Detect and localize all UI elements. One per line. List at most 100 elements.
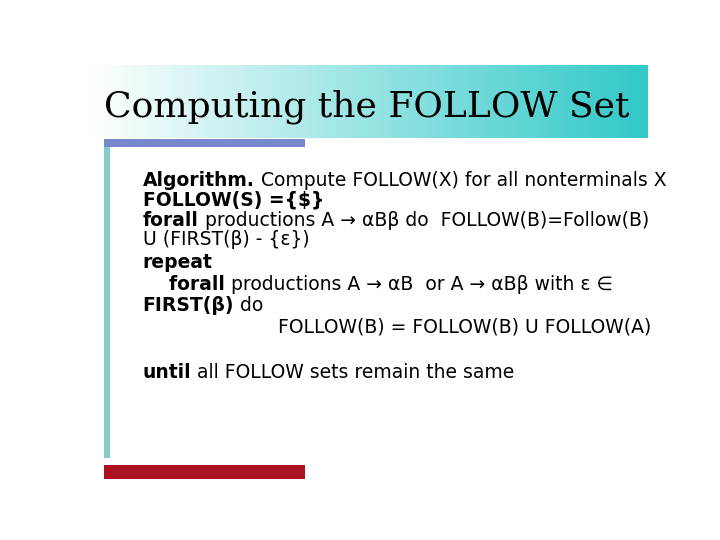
Bar — [140, 65, 144, 138]
Bar — [115, 65, 119, 138]
Bar — [285, 65, 289, 138]
Text: Algorithm.: Algorithm. — [143, 171, 255, 190]
Bar — [151, 65, 155, 138]
Bar — [383, 65, 387, 138]
Bar — [168, 65, 171, 138]
Bar — [221, 65, 225, 138]
Text: do: do — [234, 295, 264, 314]
Bar — [148, 65, 152, 138]
Text: Compute FOLLOW(X) for all nonterminals X: Compute FOLLOW(X) for all nonterminals X — [255, 171, 666, 190]
Bar — [166, 65, 169, 138]
Bar — [615, 65, 618, 138]
Bar — [145, 65, 149, 138]
Bar — [319, 65, 323, 138]
Bar — [453, 65, 456, 138]
Bar — [598, 65, 601, 138]
Bar — [107, 65, 110, 138]
Bar — [520, 65, 523, 138]
Bar — [419, 65, 423, 138]
Bar — [461, 65, 464, 138]
Bar — [243, 65, 247, 138]
Bar — [392, 65, 395, 138]
Bar — [553, 65, 557, 138]
Bar — [207, 65, 211, 138]
Text: forall: forall — [143, 275, 225, 294]
Bar — [600, 65, 604, 138]
Bar — [508, 65, 512, 138]
Text: productions A → αBβ do  FOLLOW(B)=Follow(B): productions A → αBβ do FOLLOW(B)=Follow(… — [199, 211, 649, 230]
Bar — [230, 65, 233, 138]
Bar — [612, 65, 616, 138]
Bar — [433, 65, 437, 138]
Bar — [104, 465, 305, 479]
Bar — [456, 65, 459, 138]
Bar — [291, 65, 294, 138]
Bar — [190, 65, 194, 138]
Bar — [358, 65, 361, 138]
Bar — [570, 65, 573, 138]
Bar — [505, 65, 509, 138]
Bar — [469, 65, 473, 138]
Bar — [564, 65, 568, 138]
Bar — [330, 65, 333, 138]
Bar — [623, 65, 626, 138]
Bar — [297, 65, 300, 138]
Bar — [204, 65, 208, 138]
Bar — [486, 65, 490, 138]
Bar — [302, 65, 305, 138]
Bar — [572, 65, 576, 138]
Bar — [405, 65, 409, 138]
Bar — [269, 65, 272, 138]
Bar — [511, 65, 515, 138]
Bar — [394, 65, 397, 138]
Bar — [327, 65, 330, 138]
Bar — [349, 65, 353, 138]
Text: FIRST(β): FIRST(β) — [143, 295, 234, 314]
Bar — [380, 65, 384, 138]
Bar — [233, 65, 236, 138]
Bar — [109, 65, 113, 138]
Bar — [240, 65, 244, 138]
Bar — [593, 65, 595, 138]
Bar — [271, 65, 275, 138]
Bar — [414, 65, 417, 138]
Bar — [562, 65, 565, 138]
Bar — [124, 65, 127, 138]
Bar — [176, 65, 180, 138]
Bar — [266, 65, 269, 138]
Bar — [213, 65, 216, 138]
Bar — [438, 65, 442, 138]
Bar — [138, 65, 141, 138]
Bar — [294, 65, 297, 138]
Text: forall: forall — [143, 211, 199, 230]
Bar — [369, 65, 372, 138]
Bar — [545, 65, 549, 138]
Bar — [313, 65, 317, 138]
Bar — [500, 65, 504, 138]
Bar — [112, 65, 116, 138]
Bar — [263, 65, 266, 138]
Bar — [534, 65, 537, 138]
Bar — [118, 65, 122, 138]
Bar — [93, 65, 96, 138]
Bar — [336, 65, 339, 138]
Bar — [626, 65, 629, 138]
Bar — [202, 65, 205, 138]
Text: Computing the FOLLOW Set: Computing the FOLLOW Set — [104, 90, 629, 124]
Bar — [567, 65, 571, 138]
Bar — [595, 65, 598, 138]
Bar — [224, 65, 228, 138]
Bar — [475, 65, 479, 138]
Bar — [104, 65, 107, 138]
Bar — [171, 65, 174, 138]
Bar — [481, 65, 484, 138]
Bar — [528, 65, 531, 138]
Bar — [104, 139, 305, 147]
Bar — [444, 65, 448, 138]
Bar — [464, 65, 467, 138]
Bar — [389, 65, 392, 138]
Bar — [185, 65, 189, 138]
Bar — [428, 65, 431, 138]
Bar — [478, 65, 482, 138]
Bar — [260, 65, 264, 138]
